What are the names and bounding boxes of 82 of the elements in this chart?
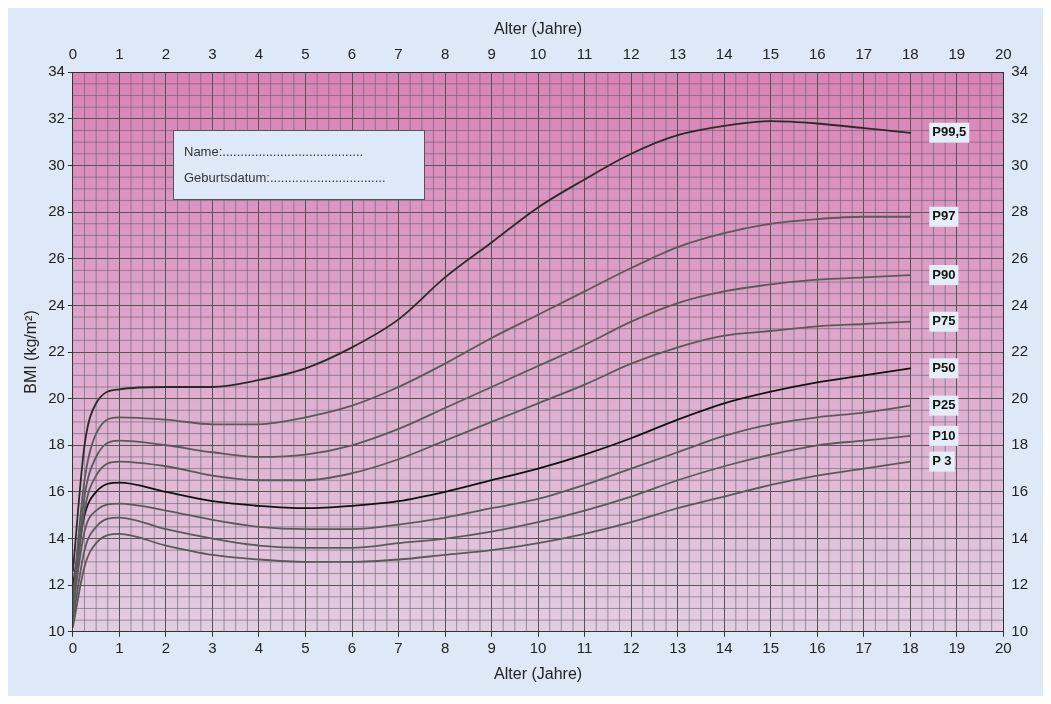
x2-tick-label: 5 (301, 45, 310, 63)
x-tick-label: 18 (901, 638, 919, 656)
form-field: Name:....................................... Geburtsdatum:................................ (173, 130, 425, 200)
y-tick-label: 12 (48, 575, 65, 593)
y2-tick-label: 14 (1011, 528, 1028, 546)
x-tick-label: 6 (347, 638, 357, 656)
y-tick-label: 24 (48, 295, 65, 313)
y-tick-label: 14 (48, 528, 65, 546)
series-label: P75 (932, 313, 956, 329)
x-tick-label: 11 (576, 638, 593, 656)
x-tick-label: 2 (161, 638, 171, 656)
series-label: P50 (932, 359, 956, 375)
y2-tick-label: 20 (1011, 388, 1028, 406)
x2-tick-label: 14 (715, 45, 733, 63)
y2-tick-label: 16 (1011, 482, 1028, 500)
y-tick-label: 26 (48, 248, 65, 266)
y2-tick-label: 24 (1011, 295, 1028, 313)
x-tick-label: 3 (208, 638, 217, 656)
x2-tick-label: 18 (901, 45, 919, 63)
series-label: P90 (932, 266, 956, 282)
series-label: P97 (932, 208, 956, 224)
annotation: Geburtsdatum:................................ (184, 169, 387, 187)
y2-tick-label: 12 (1011, 575, 1028, 593)
series-label: P25 (932, 397, 956, 413)
x-tick-label: 10 (529, 638, 547, 656)
x2-tick-label: 7 (394, 45, 403, 63)
x2-tick-label: 9 (487, 45, 496, 63)
x2-tick-label: 15 (762, 45, 780, 63)
x-tick-label: 4 (254, 638, 264, 656)
x-tick-label: 1 (115, 638, 124, 656)
y-tick-label: 22 (48, 342, 65, 360)
x2-tick-label: 17 (855, 45, 873, 63)
x2-axis-title: Alter (Jahre) (494, 20, 583, 38)
y2-tick-label: 32 (1011, 108, 1028, 126)
x-tick-label: 15 (762, 638, 780, 656)
x-tick-label: 14 (715, 638, 733, 656)
x-tick-label: 20 (994, 638, 1012, 656)
y2-tick-label: 28 (1011, 202, 1028, 220)
y-tick-label: 20 (48, 388, 65, 406)
y-tick-label: 30 (48, 155, 65, 173)
y-tick-label: 18 (48, 435, 65, 453)
y2-tick-label: 34 (1011, 62, 1028, 80)
x-tick-label: 19 (948, 638, 966, 656)
y2-tick-label: 10 (1011, 621, 1028, 639)
x-tick-label: 5 (301, 638, 310, 656)
y-axis-title: BMI (kg/m²) (22, 310, 40, 394)
y-tick-label: 32 (48, 108, 65, 126)
x-tick-label: 8 (440, 638, 450, 656)
x-tick-label: 9 (487, 638, 496, 656)
x2-tick-label: 4 (254, 45, 264, 63)
y-tick-label: 16 (48, 482, 65, 500)
y-tick-label: 28 (48, 202, 65, 220)
x2-tick-label: 2 (161, 45, 171, 63)
x-tick-label: 17 (855, 638, 873, 656)
x-tick-label: 7 (394, 638, 403, 656)
x2-tick-label: 8 (440, 45, 450, 63)
y2-tick-label: 26 (1011, 248, 1028, 266)
x2-tick-label: 13 (669, 45, 687, 63)
y-tick-label: 34 (48, 62, 65, 80)
x-tick-label: 16 (808, 638, 826, 656)
x2-tick-label: 20 (994, 45, 1012, 63)
x2-tick-label: 11 (576, 45, 593, 63)
x2-tick-label: 0 (68, 45, 78, 63)
x-tick-label: 12 (622, 638, 640, 656)
x-axis-title: Alter (Jahre) (494, 664, 583, 682)
y2-tick-label: 22 (1011, 342, 1028, 360)
annotation: Name:....................................... (184, 143, 365, 161)
x2-tick-label: 6 (347, 45, 357, 63)
series-label: P10 (932, 427, 956, 443)
series-label: P99,5 (932, 124, 967, 140)
y2-tick-label: 30 (1011, 155, 1028, 173)
x2-tick-label: 12 (622, 45, 640, 63)
x-tick-label: 13 (669, 638, 687, 656)
x2-tick-label: 1 (115, 45, 124, 63)
x2-tick-label: 16 (808, 45, 826, 63)
x2-tick-label: 19 (948, 45, 966, 63)
y2-tick-label: 18 (1011, 435, 1028, 453)
y-tick-label: 10 (48, 621, 65, 639)
x2-tick-label: 10 (529, 45, 547, 63)
series-label: P 3 (932, 453, 952, 469)
x2-tick-label: 3 (208, 45, 217, 63)
x-tick-label: 0 (68, 638, 78, 656)
